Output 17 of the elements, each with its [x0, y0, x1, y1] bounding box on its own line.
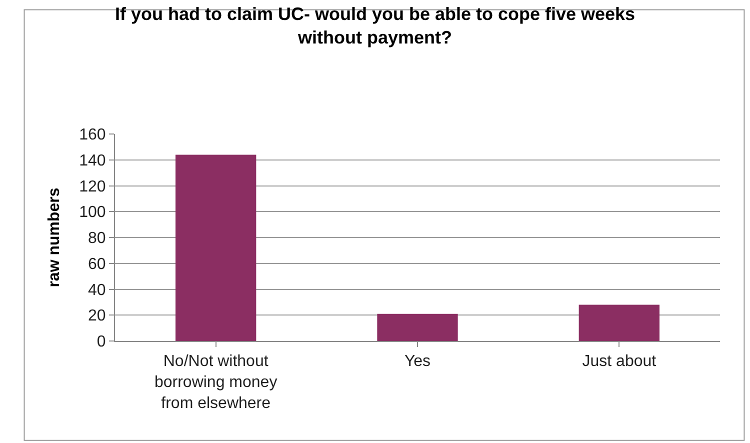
bar	[578, 304, 660, 341]
y-tick-label: 80	[88, 230, 106, 248]
x-tick-label: Just about	[582, 353, 657, 370]
y-tick-label: 60	[88, 256, 106, 273]
bar	[176, 154, 256, 341]
y-tick-label: 160	[79, 126, 106, 144]
y-axis-title: raw numbers	[46, 188, 63, 288]
y-tick-label: 100	[79, 204, 106, 222]
y-tick-label: 20	[88, 308, 106, 325]
y-tick-label: 0	[96, 334, 106, 351]
y-tick-label: 40	[88, 282, 106, 299]
y-tick-label: 140	[79, 152, 106, 170]
chart-title: If you had to claim UC- would you be able to cope five weeks without payment?	[114, 4, 636, 48]
x-tick-label: No/Not without borrowing money from elsewhere	[154, 353, 278, 412]
y-tick-label: 120	[79, 178, 106, 196]
x-tick-label: Yes	[404, 353, 431, 370]
bar	[377, 314, 458, 341]
